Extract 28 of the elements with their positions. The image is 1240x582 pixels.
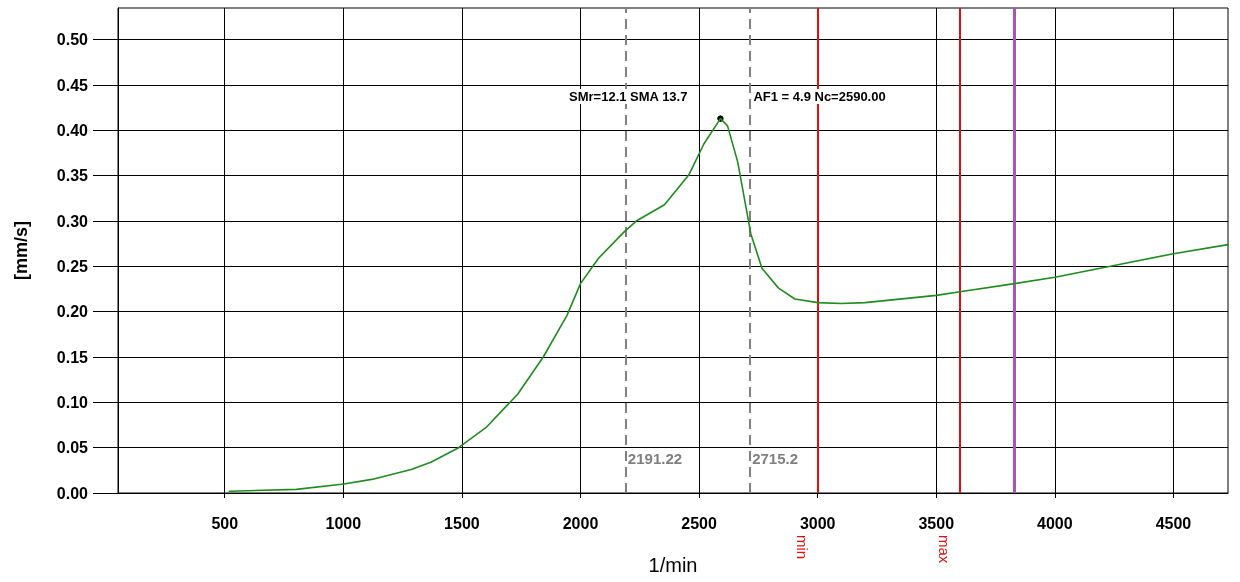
x-tick-label: 3500 bbox=[918, 514, 955, 532]
x-tick-label: 3000 bbox=[799, 514, 836, 532]
ref-line-label: max bbox=[935, 535, 953, 564]
ref-line-label: min bbox=[793, 535, 811, 560]
y-tick-label: 0.10 bbox=[56, 393, 89, 411]
x-tick-label: 1500 bbox=[444, 514, 480, 532]
annotation: SMr=12.1 SMA 13.7 bbox=[569, 89, 688, 105]
y-tick-label: 0.50 bbox=[56, 31, 89, 49]
y-tick-label: 0.20 bbox=[56, 303, 89, 321]
x-tick-label: 500 bbox=[211, 514, 239, 532]
x-tick-label: 2000 bbox=[562, 514, 599, 532]
ref-line-label: 2191.22 bbox=[627, 450, 683, 467]
y-tick-label: 0.45 bbox=[56, 76, 89, 94]
ref-line-label: 2715.2 bbox=[752, 450, 799, 467]
x-tick-label: 4500 bbox=[1155, 514, 1192, 532]
y-tick-label: 0.35 bbox=[56, 167, 89, 185]
annotation: AF1 = 4.9 Nc=2590.00 bbox=[753, 89, 886, 105]
y-axis-title: [mm/s] bbox=[11, 220, 31, 281]
x-tick-label: 1000 bbox=[325, 514, 362, 532]
x-tick-label: 2500 bbox=[681, 514, 717, 532]
x-axis-title: 1/min bbox=[648, 554, 698, 576]
y-tick-label: 0.05 bbox=[56, 439, 89, 457]
y-tick-label: 0.00 bbox=[56, 484, 89, 502]
y-tick-label: 0.30 bbox=[56, 212, 89, 230]
y-tick-label: 0.25 bbox=[56, 257, 89, 275]
x-tick-label: 4000 bbox=[1037, 514, 1073, 532]
y-tick-label: 0.40 bbox=[56, 121, 89, 139]
y-tick-label: 0.15 bbox=[56, 348, 89, 366]
